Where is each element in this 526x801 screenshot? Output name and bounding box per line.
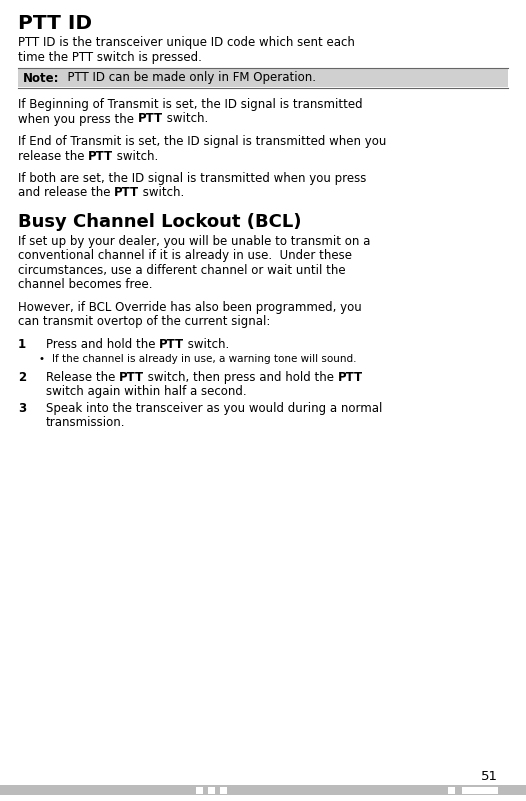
Text: channel becomes free.: channel becomes free. [18, 279, 153, 292]
Text: Speak into the transceiver as you would during a normal: Speak into the transceiver as you would … [46, 402, 382, 415]
Text: switch.: switch. [114, 150, 159, 163]
Text: and release the: and release the [18, 187, 114, 199]
Text: conventional channel if it is already in use.  Under these: conventional channel if it is already in… [18, 249, 352, 263]
Text: PTT: PTT [138, 112, 163, 126]
Text: PTT ID: PTT ID [18, 14, 92, 33]
Bar [220, 787, 227, 794]
Text: switch again within half a second.: switch again within half a second. [46, 385, 247, 399]
Text: PTT: PTT [159, 338, 185, 351]
Text: Release the: Release the [46, 371, 119, 384]
Text: PTT: PTT [338, 371, 363, 384]
Text: PTT ID can be made only in FM Operation.: PTT ID can be made only in FM Operation. [59, 71, 316, 84]
Bar [0, 785, 526, 795]
Text: If Beginning of Transmit is set, the ID signal is transmitted: If Beginning of Transmit is set, the ID … [18, 98, 362, 111]
Text: 2: 2 [18, 371, 26, 384]
Text: 51: 51 [481, 770, 498, 783]
Bar [448, 787, 455, 794]
Text: Press and hold the: Press and hold the [46, 338, 159, 351]
Text: circumstances, use a different channel or wait until the: circumstances, use a different channel o… [18, 264, 346, 277]
Text: time the PTT switch is pressed.: time the PTT switch is pressed. [18, 50, 202, 63]
Bar [196, 787, 203, 794]
Text: If both are set, the ID signal is transmitted when you press: If both are set, the ID signal is transm… [18, 172, 367, 185]
Text: PTT: PTT [88, 150, 114, 163]
Text: If the channel is already in use, a warning tone will sound.: If the channel is already in use, a warn… [52, 355, 357, 364]
Bar [462, 787, 498, 794]
Bar [18, 69, 508, 87]
Text: However, if BCL Override has also been programmed, you: However, if BCL Override has also been p… [18, 301, 362, 314]
Text: when you press the: when you press the [18, 112, 138, 126]
Text: If End of Transmit is set, the ID signal is transmitted when you: If End of Transmit is set, the ID signal… [18, 135, 387, 148]
Text: PTT: PTT [114, 187, 139, 199]
Text: If set up by your dealer, you will be unable to transmit on a: If set up by your dealer, you will be un… [18, 235, 370, 248]
Text: •: • [38, 355, 44, 364]
Text: Note:: Note: [23, 71, 59, 84]
Text: transmission.: transmission. [46, 417, 126, 429]
Text: switch.: switch. [163, 112, 208, 126]
Text: PTT: PTT [119, 371, 144, 384]
Text: switch.: switch. [185, 338, 230, 351]
Bar [208, 787, 215, 794]
Text: PTT ID is the transceiver unique ID code which sent each: PTT ID is the transceiver unique ID code… [18, 36, 355, 49]
Text: switch.: switch. [139, 187, 185, 199]
Text: can transmit overtop of the current signal:: can transmit overtop of the current sign… [18, 316, 270, 328]
Text: 3: 3 [18, 402, 26, 415]
Text: Busy Channel Lockout (BCL): Busy Channel Lockout (BCL) [18, 213, 301, 231]
Text: release the: release the [18, 150, 88, 163]
Text: 1: 1 [18, 338, 26, 351]
Text: switch, then press and hold the: switch, then press and hold the [144, 371, 338, 384]
